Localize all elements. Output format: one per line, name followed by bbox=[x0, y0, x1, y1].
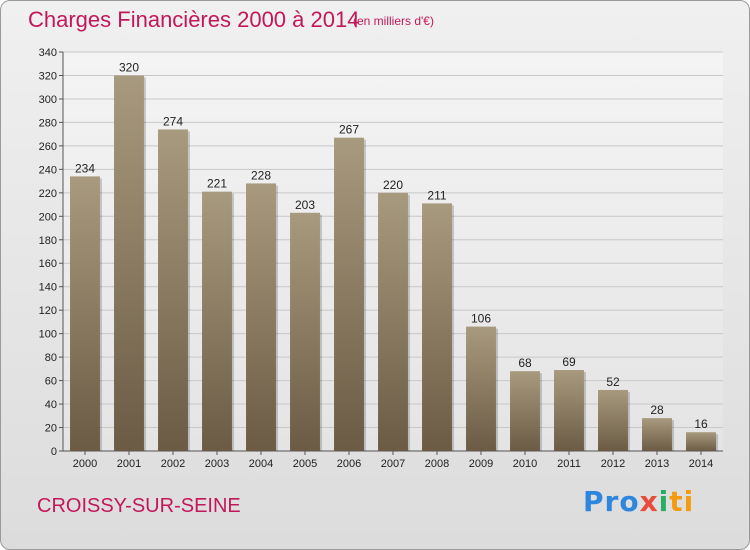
x-tick-label: 2000 bbox=[73, 458, 97, 470]
bar-value-label: 320 bbox=[119, 60, 139, 74]
x-tick-label: 2003 bbox=[205, 458, 229, 470]
y-tick-label: 80 bbox=[45, 352, 57, 364]
x-tick-label: 2011 bbox=[557, 458, 581, 470]
x-tick-label: 2006 bbox=[337, 458, 361, 470]
bar-value-label: 68 bbox=[518, 356, 532, 370]
x-tick-label: 2001 bbox=[117, 458, 141, 470]
y-tick-label: 200 bbox=[39, 211, 57, 223]
city-name: CROISSY-SUR-SEINE bbox=[37, 495, 241, 517]
y-tick-label: 60 bbox=[45, 376, 57, 388]
x-tick-label: 2010 bbox=[513, 458, 537, 470]
bar-value-label: 221 bbox=[207, 177, 227, 191]
y-tick-label: 100 bbox=[39, 329, 57, 341]
y-tick-label: 300 bbox=[39, 94, 57, 106]
chart-subtitle: (en milliers d'€) bbox=[353, 14, 434, 28]
bar bbox=[202, 191, 232, 451]
x-tick-label: 2009 bbox=[469, 458, 493, 470]
logo-part-2: x bbox=[639, 485, 659, 518]
bar bbox=[642, 418, 672, 451]
chart-title: Charges Financières 2000 à 2014 bbox=[28, 7, 360, 32]
x-tick-label: 2012 bbox=[601, 458, 625, 470]
x-tick-label: 2004 bbox=[249, 458, 273, 470]
bar bbox=[334, 137, 364, 451]
logo-part-4: ti bbox=[669, 485, 695, 518]
logo-part-1: Pro bbox=[583, 485, 640, 518]
y-tick-label: 120 bbox=[39, 305, 57, 317]
bar bbox=[510, 371, 540, 451]
x-tick-label: 2013 bbox=[645, 458, 669, 470]
bar bbox=[114, 75, 144, 452]
y-tick-label: 260 bbox=[39, 141, 57, 153]
proxiti-logo: Proxiti bbox=[583, 485, 694, 518]
bar bbox=[246, 183, 276, 451]
x-tick-label: 2005 bbox=[293, 458, 317, 470]
bar-value-label: 69 bbox=[562, 355, 576, 369]
bar bbox=[422, 203, 452, 451]
x-tick-label: 2008 bbox=[425, 458, 449, 470]
bar-value-label: 267 bbox=[339, 123, 359, 137]
bar-value-label: 106 bbox=[471, 312, 491, 326]
y-tick-label: 280 bbox=[39, 117, 57, 129]
bar bbox=[70, 176, 100, 452]
bar-value-label: 52 bbox=[606, 375, 620, 389]
y-tick-label: 0 bbox=[51, 446, 57, 458]
bar bbox=[378, 192, 408, 451]
bar-value-label: 274 bbox=[163, 114, 183, 128]
bar bbox=[686, 432, 716, 451]
x-tick-label: 2014 bbox=[689, 458, 713, 470]
y-tick-label: 140 bbox=[39, 282, 57, 294]
y-tick-label: 160 bbox=[39, 258, 57, 270]
logo-part-3: i bbox=[658, 485, 670, 518]
bar-value-label: 211 bbox=[427, 188, 446, 202]
y-tick-label: 40 bbox=[45, 399, 57, 411]
x-tick-label: 2002 bbox=[161, 458, 185, 470]
x-tick-label: 2007 bbox=[381, 458, 405, 470]
bar-value-label: 220 bbox=[383, 178, 403, 192]
y-tick-label: 320 bbox=[39, 70, 57, 82]
bar bbox=[598, 389, 628, 451]
bar bbox=[158, 129, 188, 451]
y-tick-label: 180 bbox=[39, 235, 57, 247]
y-tick-label: 20 bbox=[45, 423, 57, 435]
bar-value-label: 203 bbox=[295, 198, 315, 212]
bar bbox=[290, 212, 320, 451]
bar bbox=[466, 326, 496, 451]
bar-value-label: 28 bbox=[650, 403, 664, 417]
bar-value-label: 228 bbox=[251, 168, 271, 182]
bar bbox=[554, 370, 584, 451]
bar-value-label: 234 bbox=[75, 161, 95, 175]
y-tick-label: 240 bbox=[39, 164, 57, 176]
y-tick-label: 220 bbox=[39, 188, 57, 200]
bar-value-label: 16 bbox=[694, 417, 708, 431]
y-tick-label: 340 bbox=[39, 47, 57, 59]
